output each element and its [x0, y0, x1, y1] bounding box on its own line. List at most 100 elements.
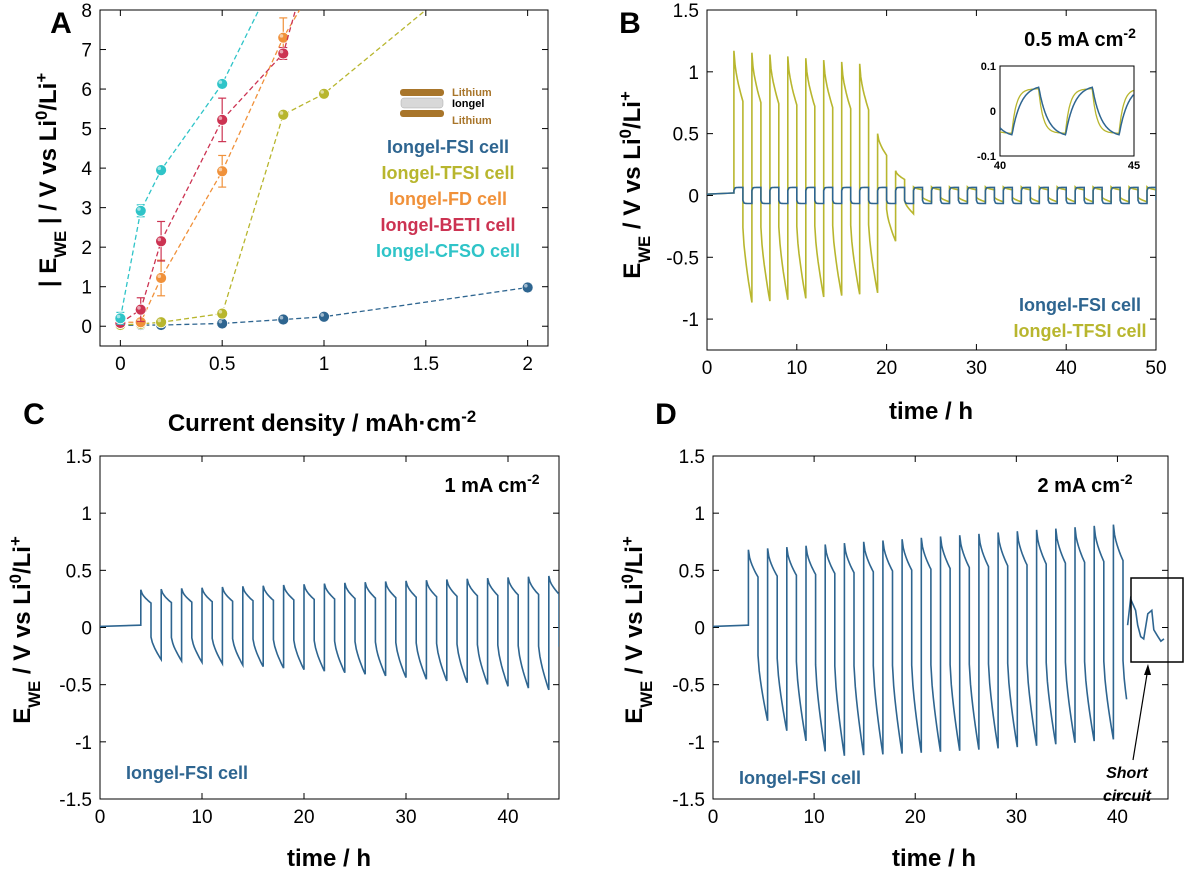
data-point-highlight [137, 207, 141, 211]
inset-xtick-label: 40 [994, 160, 1006, 172]
panel-b-ytick-label: 1 [688, 63, 699, 84]
inset-line-fsi [1000, 86, 1134, 136]
series-line-beti [120, 10, 297, 324]
data-point-fd [155, 272, 167, 284]
svg-text:Current density / mAh·cm-2: Current density / mAh·cm-2 [168, 407, 476, 438]
panel-a-ytick-label: 0 [81, 317, 92, 338]
panel-c-xtick-label: 30 [395, 807, 416, 828]
panel-d-xtick-label: 20 [905, 807, 926, 828]
panel-a-ytick-label: 3 [81, 199, 92, 220]
panel-b-xtick-label: 50 [1145, 358, 1166, 379]
legend-entry-cfso: Iongel-CFSO cell [376, 241, 520, 261]
series-line-tfsi [707, 50, 1156, 303]
legend-entry-fsi: Iongel-FSI cell [1019, 295, 1141, 315]
lithium-disc-top [400, 89, 444, 96]
inset-frame [999, 65, 1135, 157]
panel-b-ytick-label: -0.5 [666, 248, 699, 269]
panel-d-plot-area [713, 524, 1165, 756]
panel-d-xlabel: time / h [892, 845, 976, 872]
short-circuit-label-line1: Short [1106, 765, 1148, 782]
iongel-disc [400, 97, 444, 109]
inset-line-tfsi [1000, 88, 1134, 134]
label-iongel: Iongel [452, 98, 484, 110]
panel-c-xlabel: time / h [287, 845, 371, 872]
series-line-fsi [100, 575, 559, 691]
data-point-highlight [218, 319, 223, 324]
data-point-highlight [279, 34, 284, 38]
panel-a-ylabel: | EWE | / V vs Li0/Li+ [32, 73, 70, 288]
data-point-tfsi [155, 316, 167, 329]
panel-a-ytick-label: 6 [81, 80, 92, 101]
panel-b-xtick-label: 40 [1056, 358, 1077, 379]
data-point-tfsi [277, 108, 290, 121]
panel-d-ytick-label: -1 [688, 733, 705, 754]
panel-b-ylabel: EWE / V vs Li0/Li+ [616, 91, 654, 279]
panel-d-ytick-label: -1.5 [672, 790, 705, 811]
svg-text:EWE / V vs Li0/Li+: EWE / V vs Li0/Li+ [618, 536, 656, 724]
panel-a-ytick-label: 7 [81, 41, 92, 62]
panel-b-ytick-label: 1.5 [673, 1, 699, 22]
panel-c-xtick-label: 20 [293, 807, 314, 828]
legend-entry-fsi: Iongel-FSI cell [739, 768, 861, 788]
panel-d-ylabel: EWE / V vs Li0/Li+ [618, 536, 656, 724]
inset-plot-area [1000, 86, 1134, 136]
inset-ytick-label: 0.1 [981, 61, 996, 73]
series-line-fsi [707, 186, 1156, 205]
data-point-cfso [216, 78, 229, 90]
svg-text:EWE / V vs Li0/Li+: EWE / V vs Li0/Li+ [6, 536, 44, 724]
panel-b-xlabel: time / h [889, 398, 973, 425]
data-point-highlight [279, 111, 284, 115]
short-circuit-label-line2: circuit [1103, 788, 1152, 805]
data-point-highlight [218, 80, 223, 84]
data-point-highlight [116, 314, 121, 319]
data-point-beti [216, 113, 229, 126]
data-point-highlight [157, 274, 162, 279]
data-point-cfso [155, 164, 167, 176]
panel-c-ytick-label: 1.5 [66, 447, 92, 468]
panel-label-b: B [619, 7, 641, 40]
short-circuit-trace [1126, 595, 1165, 643]
data-point-highlight [157, 237, 162, 242]
data-point-beti [277, 47, 290, 60]
data-point-beti [155, 235, 167, 248]
panel-b-current-label: 0.5 mA cm-2 [1024, 25, 1136, 51]
data-point-highlight [218, 309, 223, 314]
panel-b-xtick-label: 10 [786, 358, 807, 379]
panel-a-xlabel: Current density / mAh·cm-2 [168, 407, 476, 438]
data-point-tfsi [318, 87, 330, 100]
panel-label-c: C [23, 398, 45, 431]
series-line-fd [120, 10, 301, 323]
short-circuit-box [1130, 577, 1184, 663]
panel-a-xtick-label: 0 [115, 354, 126, 375]
panel-a-xtick-label: 0.5 [209, 354, 235, 375]
cell-sandwich-icon [400, 89, 444, 117]
panel-d-xtick-label: 10 [804, 807, 825, 828]
panel-b-xtick-label: 30 [966, 358, 987, 379]
panel-c-ytick-label: -1 [75, 733, 92, 754]
panel-b-ytick-label: 0.5 [673, 125, 699, 146]
legend-entry-fd: Iongel-FD cell [389, 189, 507, 209]
svg-text:EWE / V vs Li0/Li+: EWE / V vs Li0/Li+ [616, 91, 654, 279]
data-point-cfso [134, 204, 147, 217]
legend-entry-fsi: Iongel-FSI cell [387, 137, 509, 157]
panel-c-frame [99, 455, 560, 800]
panel-d-ytick-label: 1 [694, 504, 705, 525]
panel-d-ytick-label: 0 [694, 619, 705, 640]
inset-xtick-label: 45 [1128, 160, 1140, 172]
legend-entry-tfsi: Iongel-TFSI cell [1013, 321, 1146, 341]
data-point-highlight [137, 306, 141, 310]
data-point-cfso [114, 312, 127, 325]
panel-b-frame [706, 9, 1157, 351]
panel-c-ylabel: EWE / V vs Li0/Li+ [6, 536, 44, 724]
panel-c-ytick-label: 1 [81, 504, 92, 525]
data-point-fsi [521, 281, 534, 294]
panel-c-xtick-label: 0 [95, 807, 106, 828]
panel-a-xtick-label: 1 [319, 354, 330, 375]
panel-a-xtick-label: 2 [522, 354, 533, 375]
data-point-beti [134, 303, 147, 316]
short-circuit-arrowhead [1144, 664, 1151, 675]
panel-c-current-label: 1 mA cm-2 [444, 471, 539, 497]
panel-b-ytick-label: -1 [682, 310, 699, 331]
data-point-highlight [279, 315, 284, 320]
